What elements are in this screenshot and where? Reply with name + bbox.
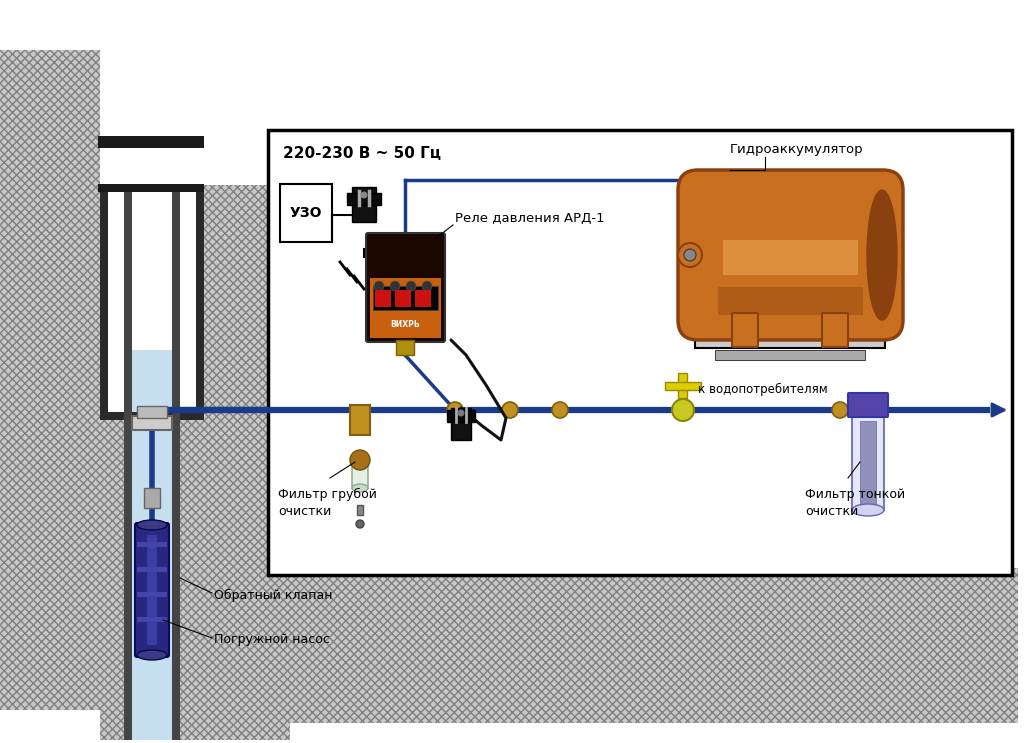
Bar — [200, 420, 290, 740]
Bar — [100, 412, 204, 420]
Bar — [447, 410, 475, 422]
Bar — [0, 50, 100, 710]
Bar — [100, 420, 202, 740]
Bar — [100, 188, 108, 420]
Text: Фильтр тонкой
очистки: Фильтр тонкой очистки — [805, 488, 905, 518]
Bar — [395, 290, 411, 307]
Circle shape — [374, 281, 384, 291]
Text: Погружной насос: Погружной насос — [214, 634, 330, 646]
Bar — [350, 405, 370, 435]
Bar — [373, 286, 438, 310]
Bar — [415, 290, 431, 307]
Text: Обратный клапан: Обратный клапан — [214, 588, 333, 602]
FancyBboxPatch shape — [822, 313, 848, 347]
Text: Фильтр грубой
очистки: Фильтр грубой очистки — [278, 488, 377, 518]
Circle shape — [672, 399, 694, 421]
Text: 220-230 В ~ 50 Гц: 220-230 В ~ 50 Гц — [283, 146, 441, 161]
Ellipse shape — [137, 650, 167, 660]
Bar — [352, 187, 376, 222]
Circle shape — [447, 402, 463, 418]
Bar — [352, 460, 368, 488]
Text: УЗО: УЗО — [290, 206, 323, 220]
Bar — [144, 488, 160, 508]
Bar — [860, 421, 876, 505]
Bar — [196, 188, 204, 420]
Circle shape — [390, 281, 400, 291]
Bar — [396, 340, 414, 355]
Bar — [715, 350, 865, 360]
Bar — [137, 617, 167, 622]
Bar — [723, 240, 858, 275]
FancyBboxPatch shape — [848, 393, 888, 417]
Bar — [106, 188, 194, 420]
Circle shape — [684, 249, 696, 261]
Circle shape — [502, 402, 518, 418]
Bar — [132, 350, 172, 740]
FancyBboxPatch shape — [678, 170, 903, 340]
Bar — [147, 535, 157, 645]
Bar — [172, 190, 180, 740]
Bar — [268, 568, 1018, 723]
Bar — [718, 287, 863, 315]
Circle shape — [678, 243, 702, 267]
Bar — [137, 567, 167, 572]
FancyBboxPatch shape — [366, 233, 445, 342]
Text: к водопотребителям: к водопотребителям — [698, 383, 827, 396]
Circle shape — [552, 402, 568, 418]
Bar — [137, 406, 167, 418]
Ellipse shape — [137, 520, 167, 530]
Bar — [375, 290, 391, 307]
Bar — [357, 505, 362, 515]
Text: ВИХРЬ: ВИХРЬ — [390, 320, 420, 329]
Bar — [137, 542, 167, 547]
Bar — [370, 278, 441, 338]
Circle shape — [360, 192, 368, 198]
FancyBboxPatch shape — [135, 523, 169, 657]
Circle shape — [356, 520, 364, 528]
FancyBboxPatch shape — [679, 374, 687, 398]
Bar — [695, 336, 885, 348]
Circle shape — [831, 402, 848, 418]
Bar — [268, 130, 1012, 575]
Circle shape — [406, 281, 416, 291]
Bar — [124, 190, 132, 740]
Bar — [98, 136, 204, 148]
Bar — [852, 410, 884, 510]
Ellipse shape — [867, 190, 897, 320]
Circle shape — [350, 450, 370, 470]
Text: Гидроаккумулятор: Гидроаккумулятор — [730, 143, 863, 156]
Bar — [280, 184, 332, 242]
Bar — [665, 382, 701, 390]
Ellipse shape — [852, 504, 884, 516]
Bar — [132, 416, 172, 430]
Circle shape — [458, 409, 465, 417]
Bar — [347, 193, 381, 205]
Ellipse shape — [352, 484, 368, 492]
Bar — [98, 184, 204, 192]
Text: Реле давления АРД-1: Реле давления АРД-1 — [455, 212, 604, 225]
Bar — [200, 185, 290, 420]
Bar — [451, 408, 471, 440]
Circle shape — [422, 281, 432, 291]
Bar — [137, 592, 167, 597]
FancyBboxPatch shape — [732, 313, 758, 347]
